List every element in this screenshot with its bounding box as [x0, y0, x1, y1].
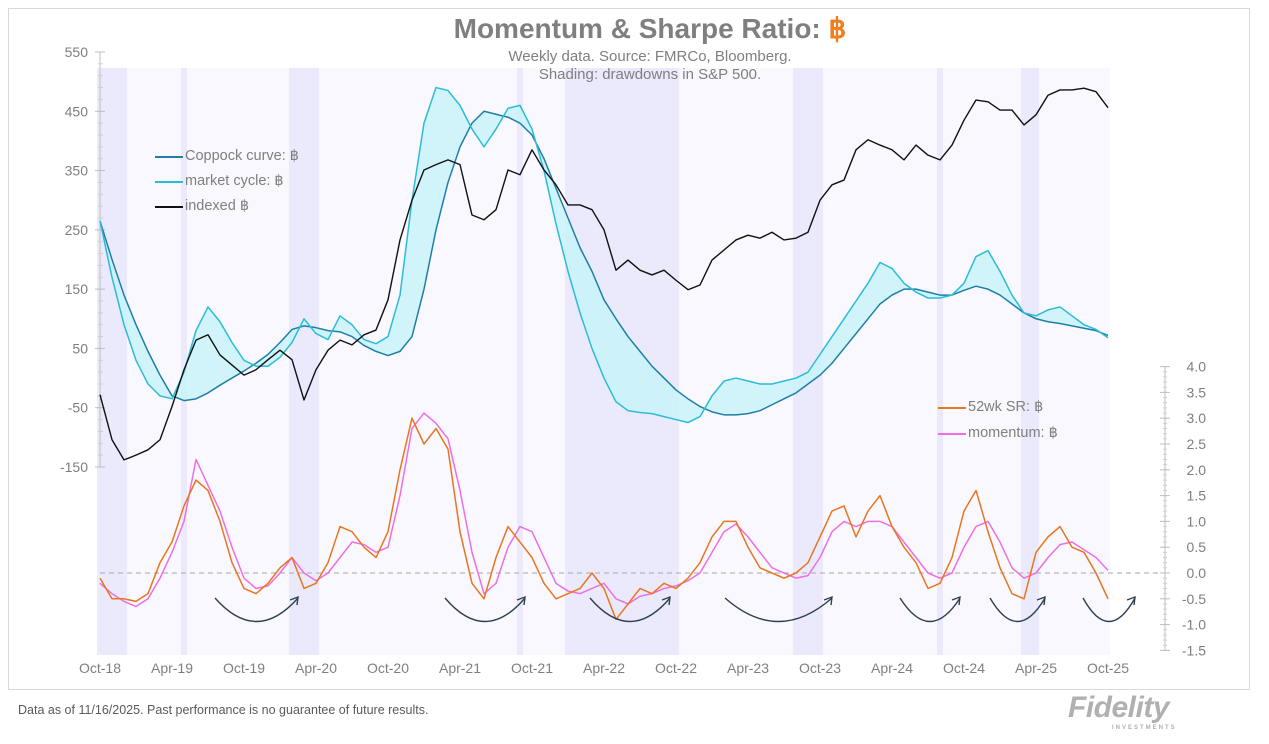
right-axis-tick-label: 0.0	[1187, 565, 1207, 581]
legend-label: 52wk SR: ฿	[968, 399, 1044, 415]
right-axis-tick-label: 1.0	[1187, 513, 1207, 529]
subtitle-shading: Shading: drawdowns in S&P 500.	[538, 66, 762, 83]
legend-swatch	[155, 155, 183, 158]
logo-tagline: INVESTMENTS	[1112, 725, 1177, 731]
legend-label: Coppock curve: ฿	[185, 148, 299, 164]
legend-label: market cycle: ฿	[185, 173, 284, 189]
logo-name: Fidelity	[1068, 691, 1170, 724]
legend-label: indexed ฿	[185, 198, 250, 214]
curved-arrow-annotation	[989, 597, 1046, 623]
x-axis-tick-label: Apr-21	[439, 660, 481, 676]
curved-arrow-annotation	[899, 597, 961, 623]
right-axis-tick-label: 2.0	[1187, 462, 1207, 478]
right-axis-tick-label: 4.0	[1187, 359, 1207, 375]
legend-swatch	[155, 180, 183, 183]
right-axis-tick-label: 1.5	[1187, 488, 1207, 504]
legend-swatch	[938, 406, 966, 409]
arrow-head	[1126, 595, 1136, 606]
legend-coppock: Coppock curve: ฿	[155, 148, 299, 165]
footer-disclaimer: Data as of 11/16/2025. Past performance …	[18, 703, 429, 717]
drawdown-shading	[517, 68, 523, 655]
left-axis-tick-label: 450	[65, 103, 89, 119]
curved-arrow-annotation	[589, 597, 671, 623]
right-axis-tick-label: 3.0	[1187, 410, 1207, 426]
x-axis-tick-label: Oct-25	[1087, 660, 1129, 676]
x-axis-tick-label: Oct-19	[223, 660, 265, 676]
right-axis-tick-label: -1.5	[1182, 642, 1206, 658]
left-axis-tick-label: 150	[65, 281, 89, 297]
curved-arrow-annotation	[444, 597, 526, 623]
x-axis-tick-label: Apr-20	[295, 660, 337, 676]
x-axis-tick-label: Oct-21	[511, 660, 553, 676]
drawdown-shading	[97, 68, 127, 655]
right-axis-tick-label: -0.5	[1182, 591, 1206, 607]
arrow-head	[1036, 595, 1046, 606]
legend-indexed: indexed ฿	[155, 198, 249, 215]
legend-swatch	[938, 432, 966, 435]
arrow-head	[289, 595, 299, 606]
x-axis-tick-label: Apr-24	[871, 660, 913, 676]
arrow-head	[516, 595, 526, 606]
chart-title: Momentum & Sharpe Ratio: ฿	[0, 13, 1269, 45]
x-axis-tick-label: Apr-19	[151, 660, 193, 676]
drawdown-shading	[289, 68, 319, 655]
drawdown-shading	[937, 68, 943, 655]
curved-arrow-annotation	[1082, 597, 1136, 623]
drawdown-shading	[1021, 68, 1039, 655]
x-axis-tick-label: Apr-22	[583, 660, 625, 676]
x-axis-tick-label: Oct-22	[655, 660, 697, 676]
coppock-market-cycle-fill	[100, 87, 1108, 423]
x-axis-tick-label: Oct-24	[943, 660, 985, 676]
left-axis-tick-label: 250	[65, 222, 89, 238]
curved-arrow-annotation	[214, 597, 299, 623]
left-axis-tick-label: -150	[60, 459, 88, 475]
arrow-head	[823, 595, 833, 606]
drawdown-shading	[181, 68, 187, 655]
left-axis-tick-label: 350	[65, 163, 89, 179]
curved-arrow-annotation	[724, 597, 833, 623]
x-axis-tick-label: Oct-18	[79, 660, 121, 676]
arrow-head	[661, 595, 671, 606]
subtitle-source: Weekly data. Source: FMRCo, Bloomberg.	[508, 48, 792, 65]
x-axis-tick-label: Apr-25	[1015, 660, 1057, 676]
legend-label: momentum: ฿	[968, 425, 1058, 441]
x-axis-tick-label: Apr-23	[727, 660, 769, 676]
right-axis-tick-label: 3.5	[1187, 384, 1207, 400]
left-axis-tick-label: 550	[65, 44, 89, 60]
right-axis-tick-label: 2.5	[1187, 436, 1207, 452]
title-text: Momentum & Sharpe Ratio:	[453, 13, 821, 44]
legend-market-cycle: market cycle: ฿	[155, 173, 284, 190]
right-axis-tick-label: 0.5	[1187, 539, 1207, 555]
legend-swatch	[155, 205, 183, 208]
x-axis-tick-label: Oct-20	[367, 660, 409, 676]
right-axis-tick-label: -1.0	[1182, 617, 1206, 633]
legend-momentum: momentum: ฿	[938, 425, 1058, 442]
x-axis-tick-label: Oct-23	[799, 660, 841, 676]
chart-frame	[8, 8, 1250, 690]
bitcoin-symbol: ฿	[828, 13, 847, 44]
left-axis-tick-label: 50	[72, 340, 88, 356]
arrow-head	[951, 595, 961, 606]
legend-sr: 52wk SR: ฿	[938, 399, 1043, 416]
left-axis-tick-label: -50	[68, 400, 88, 416]
fidelity-logo: Fidelity INVESTMENTS	[1068, 692, 1248, 738]
